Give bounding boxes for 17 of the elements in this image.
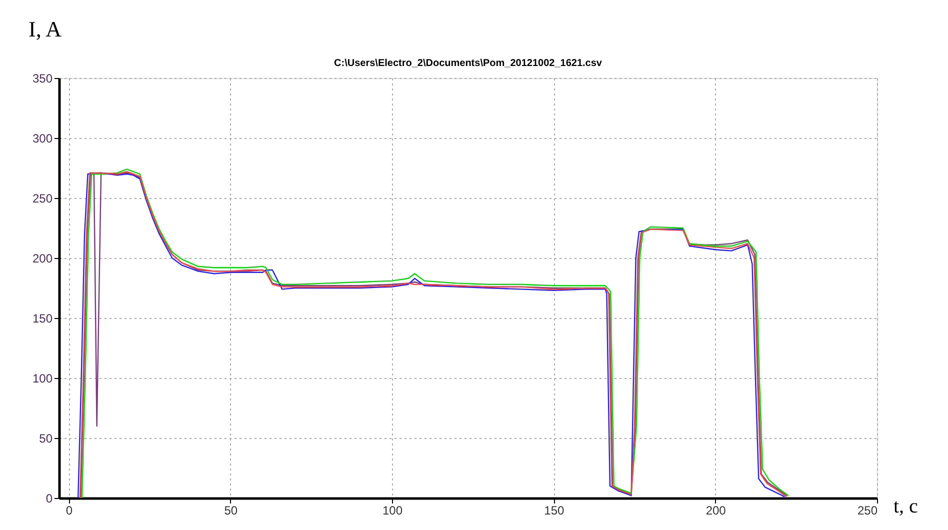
x-axis-title: t, c: [894, 496, 918, 518]
x-tick-label: 100: [382, 504, 403, 518]
x-tick-label: 150: [544, 504, 565, 518]
x-tick-label: 200: [706, 504, 726, 518]
chart-title: C:\Users\Electro_2\Documents\Pom_20121002_1621.csv: [334, 58, 602, 69]
y-tick-label: 150: [32, 312, 53, 326]
y-tick-label: 200: [32, 252, 53, 266]
x-tick-label: 250: [857, 504, 878, 518]
y-axis-title: I, A: [28, 16, 62, 42]
y-tick-label: 350: [32, 72, 53, 86]
y-tick-label: 0: [46, 492, 53, 506]
y-tick-label: 50: [39, 432, 53, 446]
y-tick-label: 100: [32, 372, 53, 386]
y-tick-label: 250: [32, 192, 53, 206]
x-tick-label: 0: [66, 504, 73, 518]
y-tick-label: 300: [32, 132, 53, 146]
x-tick-label: 50: [224, 504, 238, 518]
